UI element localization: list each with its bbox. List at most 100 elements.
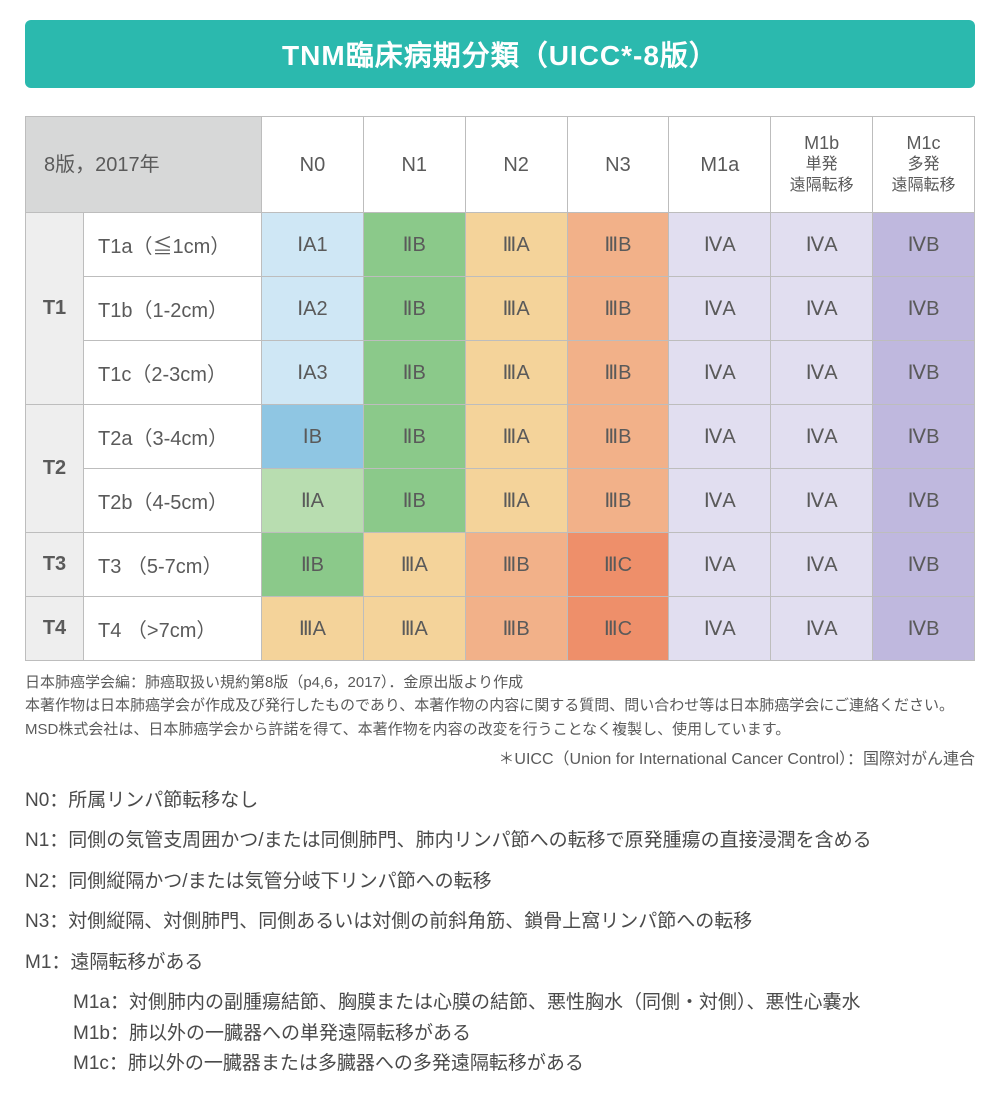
stage-cell: ⅣA <box>669 469 771 533</box>
stage-cell: ⅣA <box>771 277 873 341</box>
stage-cell: ⅢB <box>567 341 669 405</box>
row-label: T1c（2-3cm） <box>84 341 262 405</box>
stage-cell: ⅢA <box>465 213 567 277</box>
stage-cell: ⅣA <box>771 597 873 661</box>
definition-text: 所属リンパ節転移なし <box>68 790 258 811</box>
stage-cell: ⅢA <box>363 533 465 597</box>
stage-cell: ⅡB <box>363 405 465 469</box>
col-header-label: M1b <box>804 133 839 153</box>
stage-cell: ⅢB <box>465 533 567 597</box>
definitions: N0：所属リンパ節転移なしN1：同側の気管支周囲かつ/または同側肺門、肺内リンパ… <box>25 787 975 1079</box>
definition-label: N1： <box>25 830 68 851</box>
stage-cell: ⅢB <box>567 277 669 341</box>
definition-text: 同側縦隔かつ/または気管分岐下リンパ節への転移 <box>68 871 491 892</box>
definition-label: N0： <box>25 790 68 811</box>
table-row: T2T2a（3-4cm）ⅠBⅡBⅢAⅢBⅣAⅣAⅣB <box>26 405 975 469</box>
col-header-sub: 単発 <box>772 155 871 176</box>
definition-text: 同側の気管支周囲かつ/または同側肺門、肺内リンパ節への転移で原発腫瘍の直接浸潤を… <box>68 830 871 851</box>
definition-row: N0：所属リンパ節転移なし <box>25 787 975 816</box>
stage-cell: ⅡB <box>363 277 465 341</box>
table-body: T1T1a（≦1cm）ⅠA1ⅡBⅢAⅢBⅣAⅣAⅣBT1b（1-2cm）ⅠA2Ⅱ… <box>26 213 975 661</box>
table-row: T1b（1-2cm）ⅠA2ⅡBⅢAⅢBⅣAⅣAⅣB <box>26 277 975 341</box>
table-row: T1T1a（≦1cm）ⅠA1ⅡBⅢAⅢBⅣAⅣAⅣB <box>26 213 975 277</box>
col-header-sub: 遠隔転移 <box>772 176 871 197</box>
definition-sub: M1c：肺以外の一臓器または多臓器への多発遠隔転移がある <box>25 1050 975 1079</box>
stage-cell: ⅢA <box>465 277 567 341</box>
stage-cell: ⅡA <box>262 469 364 533</box>
definition-row: N3：対側縦隔、対側肺門、同側あるいは対側の前斜角筋、鎖骨上窩リンパ節への転移 <box>25 908 975 937</box>
col-header: M1b単発遠隔転移 <box>771 117 873 213</box>
table-row: T1c（2-3cm）ⅠA3ⅡBⅢAⅢBⅣAⅣAⅣB <box>26 341 975 405</box>
stage-cell: ⅢB <box>567 405 669 469</box>
col-header: M1c多発遠隔転移 <box>873 117 975 213</box>
table-row: T2b（4-5cm）ⅡAⅡBⅢAⅢBⅣAⅣAⅣB <box>26 469 975 533</box>
row-label: T2b（4-5cm） <box>84 469 262 533</box>
table-row: T3T3 （5-7cm）ⅡBⅢAⅢBⅢCⅣAⅣAⅣB <box>26 533 975 597</box>
stage-cell: ⅣA <box>771 405 873 469</box>
definition-label: N2： <box>25 871 68 892</box>
stage-cell: ⅣA <box>771 213 873 277</box>
stage-cell: ⅠA1 <box>262 213 364 277</box>
definition-sub: M1b：肺以外の一臓器への単発遠隔転移がある <box>25 1020 975 1049</box>
stage-cell: ⅣB <box>873 405 975 469</box>
stage-cell: ⅣB <box>873 341 975 405</box>
col-header: M1a <box>669 117 771 213</box>
tnm-table: 8版，2017年 N0N1N2N3M1aM1b単発遠隔転移M1c多発遠隔転移 T… <box>25 116 975 661</box>
stage-cell: ⅢA <box>465 405 567 469</box>
stage-cell: ⅡB <box>262 533 364 597</box>
stage-cell: ⅢB <box>465 597 567 661</box>
stage-cell: ⅢB <box>567 213 669 277</box>
row-label: T2a（3-4cm） <box>84 405 262 469</box>
stage-cell: ⅣA <box>669 341 771 405</box>
row-group-label: T2 <box>26 405 84 533</box>
stage-cell: ⅣB <box>873 533 975 597</box>
stage-cell: ⅣA <box>669 597 771 661</box>
col-header-sub: 多発 <box>874 155 973 176</box>
row-label: T4 （>7cm） <box>84 597 262 661</box>
definition-label: M1： <box>25 952 70 973</box>
stage-cell: ⅣA <box>669 405 771 469</box>
stage-cell: ⅢB <box>567 469 669 533</box>
stage-cell: ⅣB <box>873 213 975 277</box>
definition-row: M1：遠隔転移がある <box>25 949 975 978</box>
stage-cell: ⅢA <box>262 597 364 661</box>
stage-cell: ⅣA <box>771 469 873 533</box>
col-header-label: M1c <box>907 133 941 153</box>
stage-cell: ⅣB <box>873 597 975 661</box>
page-title: TNM臨床病期分類（UICC*-8版） <box>25 20 975 88</box>
definition-row: N1：同側の気管支周囲かつ/または同側肺門、肺内リンパ節への転移で原発腫瘍の直接… <box>25 827 975 856</box>
table-header: 8版，2017年 N0N1N2N3M1aM1b単発遠隔転移M1c多発遠隔転移 <box>26 117 975 213</box>
stage-cell: ⅣA <box>669 277 771 341</box>
stage-cell: ⅢA <box>363 597 465 661</box>
stage-cell: ⅢA <box>465 341 567 405</box>
definition-row: N2：同側縦隔かつ/または気管分岐下リンパ節への転移 <box>25 868 975 897</box>
stage-cell: ⅣA <box>669 213 771 277</box>
definition-text: 対側縦隔、対側肺門、同側あるいは対側の前斜角筋、鎖骨上窩リンパ節への転移 <box>68 911 752 932</box>
col-header: N0 <box>262 117 364 213</box>
stage-cell: ⅣB <box>873 469 975 533</box>
stage-cell: ⅡB <box>363 469 465 533</box>
row-group-label: T4 <box>26 597 84 661</box>
source-note: 日本肺癌学会編：肺癌取扱い規約第8版（p4,6，2017）．金原出版より作成本著… <box>25 671 975 741</box>
stage-cell: ⅠA2 <box>262 277 364 341</box>
row-label: T1b（1-2cm） <box>84 277 262 341</box>
stage-cell: ⅣA <box>669 533 771 597</box>
col-header: N3 <box>567 117 669 213</box>
stage-cell: ⅣA <box>771 533 873 597</box>
col-header-sub: 遠隔転移 <box>874 176 973 197</box>
stage-cell: ⅢC <box>567 597 669 661</box>
definition-sub: M1a：対側肺内の副腫瘍結節、胸膜または心膜の結節、悪性胸水（同側・対側）、悪性… <box>25 989 975 1018</box>
row-group-label: T1 <box>26 213 84 405</box>
definition-label: N3： <box>25 911 68 932</box>
stage-cell: ⅣB <box>873 277 975 341</box>
row-label: T1a（≦1cm） <box>84 213 262 277</box>
table-row: T4T4 （>7cm）ⅢAⅢAⅢBⅢCⅣAⅣAⅣB <box>26 597 975 661</box>
stage-cell: ⅡB <box>363 213 465 277</box>
row-group-label: T3 <box>26 533 84 597</box>
uicc-note: ＊UICC（Union for International Cancer Con… <box>25 745 975 769</box>
stage-cell: ⅣA <box>771 341 873 405</box>
corner-cell: 8版，2017年 <box>26 117 262 213</box>
stage-cell: ⅢA <box>465 469 567 533</box>
stage-cell: ⅢC <box>567 533 669 597</box>
stage-cell: ⅡB <box>363 341 465 405</box>
